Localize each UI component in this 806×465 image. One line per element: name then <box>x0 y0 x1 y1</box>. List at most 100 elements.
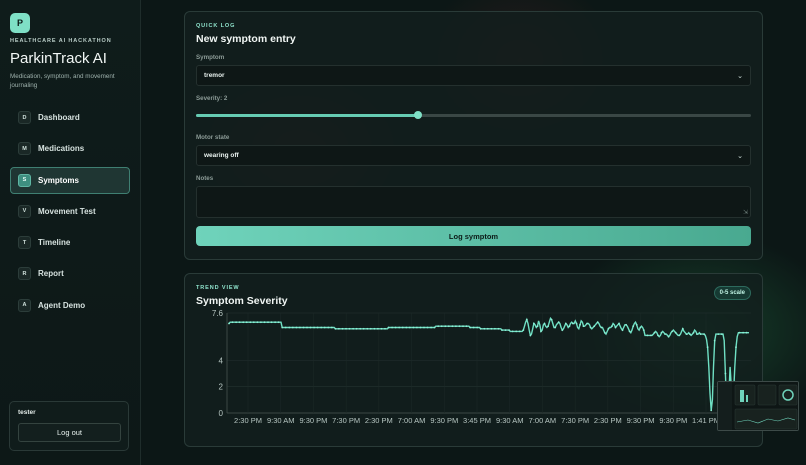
data-point <box>586 322 588 325</box>
x-tick-label: 2:30 PM <box>594 416 622 425</box>
x-tick-label: 9:30 AM <box>267 416 295 425</box>
data-point <box>554 326 557 329</box>
slider-thumb[interactable] <box>414 111 422 119</box>
data-point <box>557 321 560 324</box>
data-point <box>611 325 613 328</box>
data-point <box>267 321 269 324</box>
data-point <box>511 330 514 333</box>
data-point <box>284 326 287 329</box>
data-point <box>508 329 510 331</box>
data-point <box>362 327 365 330</box>
data-point <box>355 327 358 330</box>
data-point <box>412 326 415 329</box>
quick-log-card: QUICK LOG New symptom entry Symptom trem… <box>184 11 763 260</box>
data-point <box>745 331 748 334</box>
data-point <box>391 326 393 329</box>
x-tick-label: 9:30 PM <box>659 416 687 425</box>
data-point <box>313 326 315 329</box>
data-point <box>518 330 521 333</box>
data-point <box>323 326 326 329</box>
severity-slider[interactable] <box>196 111 751 119</box>
quick-log-title: New symptom entry <box>196 33 296 45</box>
data-point <box>228 322 230 325</box>
data-point <box>380 327 383 330</box>
data-point <box>536 325 539 328</box>
data-point <box>277 321 280 324</box>
data-point <box>401 326 404 329</box>
y-axis: 7.6 4 2 0 <box>212 309 224 418</box>
data-point <box>572 322 574 325</box>
agent-icon: A <box>18 298 31 312</box>
series-points <box>228 318 748 412</box>
data-point <box>607 327 610 330</box>
data-point <box>334 327 337 330</box>
notes-textarea[interactable]: ⇲ <box>196 186 751 218</box>
data-point <box>440 325 443 328</box>
data-point <box>238 321 241 324</box>
x-tick-label: 7:30 PM <box>561 416 589 425</box>
data-point <box>231 321 234 324</box>
data-point <box>657 334 659 337</box>
resize-grip-icon[interactable]: ⇲ <box>742 210 748 216</box>
data-point <box>742 331 744 334</box>
app-title: ParkinTrack AI <box>10 50 107 67</box>
symptom-select[interactable]: tremor ⌄ <box>196 65 751 86</box>
data-point <box>458 325 461 328</box>
data-point <box>735 346 737 349</box>
sidebar-item-symptoms[interactable]: S Symptoms <box>10 166 130 194</box>
data-point <box>291 326 294 329</box>
data-point <box>341 327 344 330</box>
x-tick-label: 9:30 PM <box>430 416 458 425</box>
data-point <box>242 321 245 324</box>
data-point <box>653 331 656 334</box>
data-point <box>469 326 471 329</box>
sidebar-item-timeline[interactable]: T Timeline <box>10 229 130 256</box>
x-tick-label: 3:45 PM <box>463 416 491 425</box>
data-point <box>660 331 663 334</box>
data-point <box>235 321 237 324</box>
sidebar-item-report[interactable]: R Report <box>10 260 130 287</box>
log-symptom-button[interactable]: Log symptom <box>196 226 751 246</box>
trend-eyebrow: TREND VIEW <box>196 285 240 291</box>
sidebar-item-agent-demo[interactable]: A Agent Demo <box>10 292 130 319</box>
logout-button[interactable]: Log out <box>18 423 121 442</box>
app-logo: P <box>10 13 30 33</box>
y-tick-label: 4 <box>219 356 224 365</box>
data-point <box>320 326 323 329</box>
symptom-label: Symptom <box>196 54 225 61</box>
data-point <box>600 326 603 329</box>
sidebar-item-medications[interactable]: M Medications <box>10 135 130 162</box>
slider-track <box>196 114 751 117</box>
data-point <box>299 326 301 329</box>
data-point <box>614 326 617 329</box>
data-point <box>455 325 457 328</box>
x-tick-label: 1:41 PM <box>692 416 720 425</box>
motor-state-value: wearing off <box>204 152 239 159</box>
data-point <box>486 327 489 330</box>
data-point <box>416 326 418 329</box>
data-point <box>462 325 464 328</box>
data-point <box>564 322 567 325</box>
sidebar-item-label: Agent Demo <box>38 300 86 310</box>
data-point <box>724 372 727 375</box>
data-point <box>281 326 284 329</box>
data-point <box>625 323 627 326</box>
data-point <box>674 331 677 334</box>
x-tick-label: 9:30 AM <box>496 416 524 425</box>
sidebar-item-label: Report <box>38 269 64 279</box>
data-point <box>288 326 291 329</box>
screen-preview-thumbnail[interactable] <box>717 381 799 431</box>
sidebar-item-movement-test[interactable]: V Movement Test <box>10 198 130 225</box>
data-point <box>671 330 674 333</box>
dashboard-icon: D <box>18 111 31 124</box>
motor-state-select[interactable]: wearing off ⌄ <box>196 145 751 166</box>
data-point <box>561 329 564 331</box>
data-point <box>345 327 347 330</box>
data-point <box>384 327 386 330</box>
data-point <box>692 331 695 334</box>
sidebar-item-dashboard[interactable]: D Dashboard <box>10 104 130 131</box>
x-tick-label: 9:30 PM <box>299 416 327 425</box>
scale-badge: 0-5 scale <box>713 286 751 300</box>
y-tick-label: 2 <box>219 383 224 392</box>
